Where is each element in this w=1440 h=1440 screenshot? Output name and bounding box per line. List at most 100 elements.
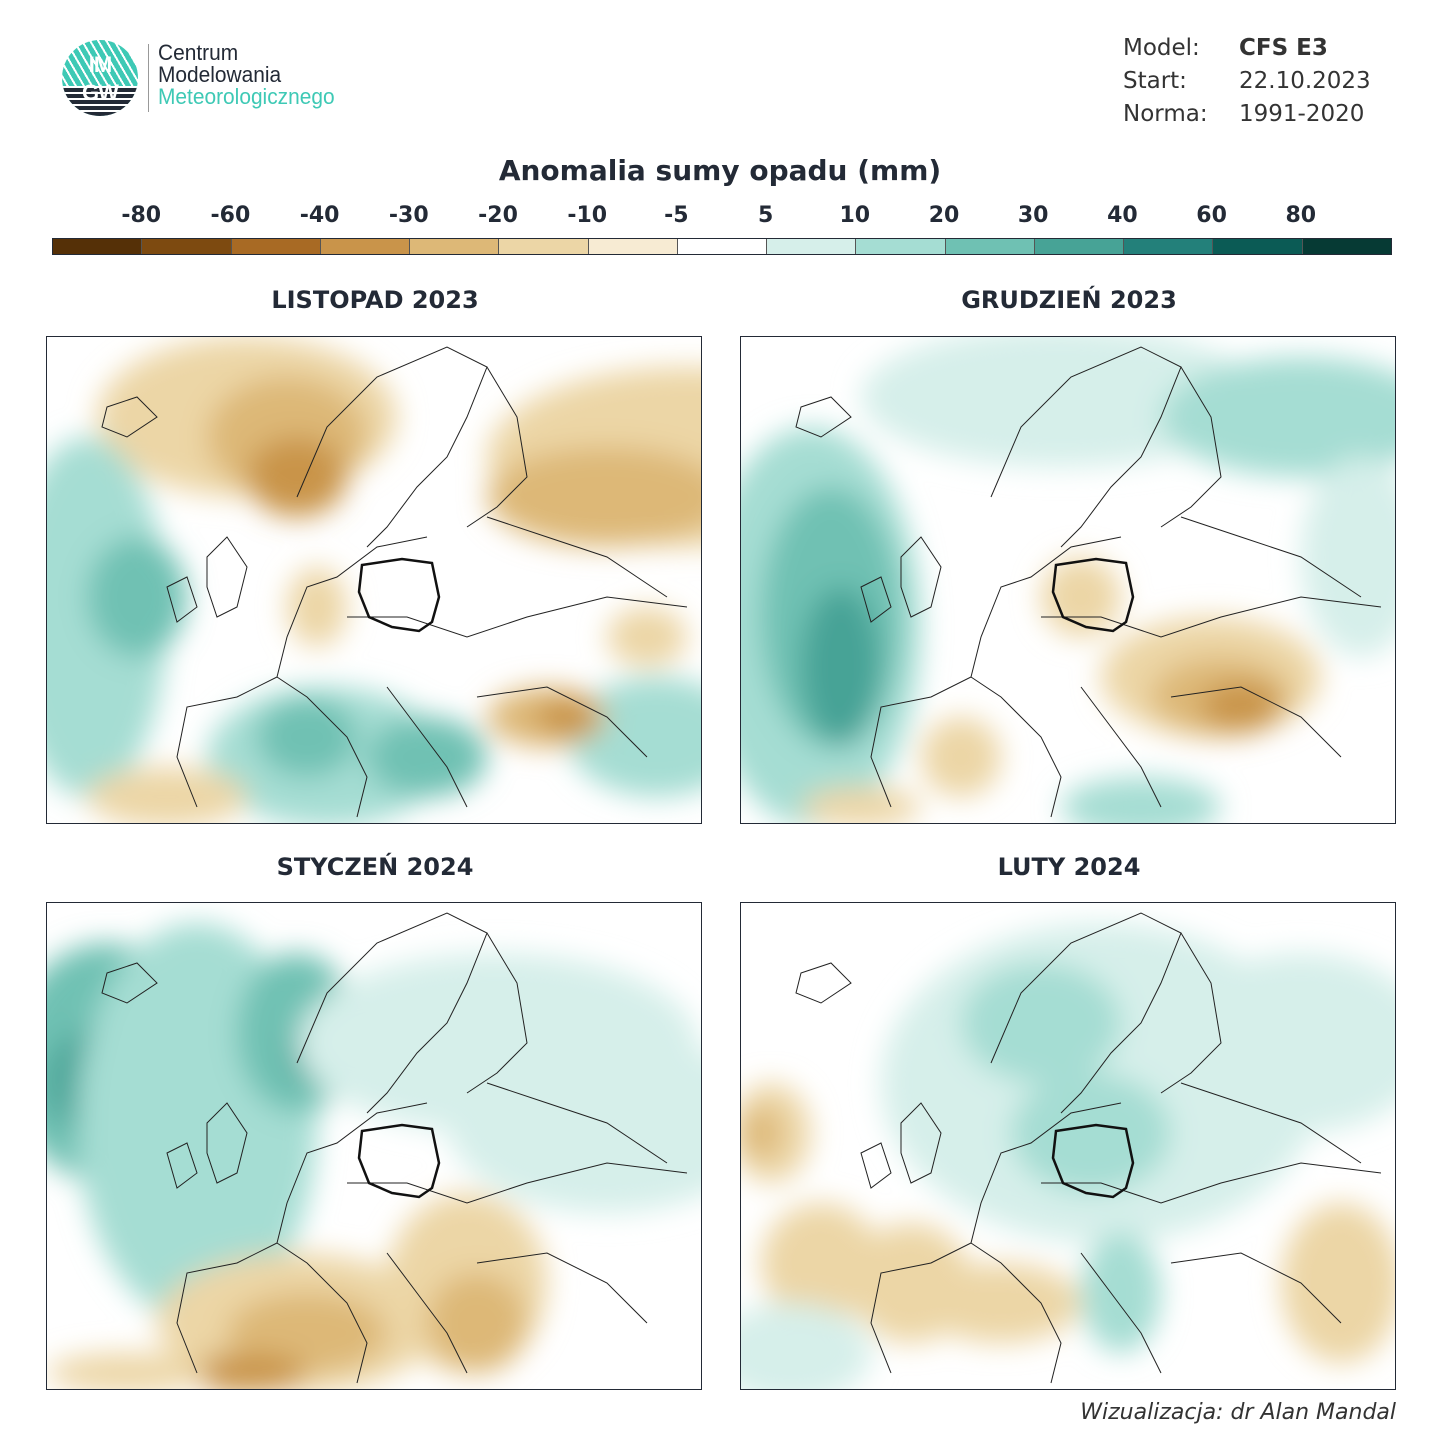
coastline-border bbox=[795, 396, 852, 438]
colorbar-tick-label: 60 bbox=[1196, 203, 1227, 228]
anomaly-area bbox=[87, 537, 187, 657]
colorbar-segment bbox=[1034, 239, 1125, 254]
anomaly-area bbox=[537, 697, 597, 737]
colorbar-tick-label: 40 bbox=[1107, 203, 1138, 228]
coastline-border bbox=[296, 912, 488, 1114]
colorbar-segment bbox=[320, 239, 411, 254]
anomaly-area bbox=[1061, 777, 1221, 823]
coastline-border bbox=[990, 912, 1182, 1114]
colorbar-segment bbox=[53, 239, 143, 254]
anomaly-area bbox=[247, 437, 347, 517]
model-label: Model: bbox=[1123, 35, 1200, 61]
coastline-border bbox=[166, 1142, 198, 1189]
anomaly-area bbox=[87, 767, 247, 823]
anomaly-area bbox=[1201, 682, 1281, 732]
coastline-border bbox=[206, 1102, 248, 1184]
anomaly-area bbox=[1171, 953, 1395, 1133]
panel-title-listopad: LISTOPAD 2023 bbox=[271, 286, 479, 314]
anomaly-area bbox=[1281, 1203, 1395, 1363]
poland-border bbox=[1051, 557, 1135, 633]
colorbar-segment bbox=[1213, 239, 1303, 254]
colorbar-title: Anomalia sumy opadu (mm) bbox=[498, 154, 942, 187]
coastline-border bbox=[276, 1242, 368, 1384]
coastline-border bbox=[276, 676, 368, 818]
colorbar-tick-label: 80 bbox=[1285, 203, 1317, 228]
logo-divider bbox=[148, 44, 149, 112]
anomaly-area bbox=[741, 1108, 781, 1158]
coastline-border bbox=[1080, 686, 1162, 808]
colorbar bbox=[52, 238, 1392, 255]
coastline-border bbox=[870, 536, 1122, 808]
colorbar-tick-label: 10 bbox=[839, 203, 871, 228]
coastline-border bbox=[1160, 366, 1222, 528]
coastline-border bbox=[466, 366, 528, 528]
coastline-border bbox=[1170, 1252, 1342, 1324]
colorbar-segment bbox=[945, 239, 1035, 254]
coastline-border bbox=[1160, 932, 1222, 1094]
coastline-border bbox=[1180, 516, 1362, 598]
coastline-border bbox=[1041, 596, 1382, 638]
anomaly-area bbox=[741, 1303, 871, 1389]
anomaly-area bbox=[367, 717, 487, 797]
colorbar-segment bbox=[231, 239, 321, 254]
norm-value: 1991-2020 bbox=[1239, 101, 1365, 127]
anomaly-area bbox=[227, 1293, 387, 1373]
coastline-border bbox=[860, 1142, 892, 1189]
anomaly-area bbox=[1161, 357, 1395, 477]
start-value: 22.10.2023 bbox=[1239, 68, 1371, 94]
coastline-border bbox=[1170, 686, 1342, 758]
colorbar-segment bbox=[588, 239, 678, 254]
credit: Wizualizacja: dr Alan Mandal bbox=[1080, 1400, 1396, 1425]
anomaly-area bbox=[861, 337, 1261, 467]
panel-title-luty: LUTY 2024 bbox=[997, 853, 1141, 881]
colorbar-segment bbox=[856, 239, 946, 254]
colorbar-segment bbox=[1302, 239, 1391, 254]
map-luty-2024 bbox=[740, 902, 1396, 1390]
colorbar-tick-label: -30 bbox=[388, 203, 429, 228]
anomaly-area bbox=[761, 1203, 881, 1323]
anomaly-area bbox=[801, 587, 881, 747]
logo-text: Centrum Modelowania Meteorologicznego bbox=[158, 42, 344, 108]
norm-label: Norma: bbox=[1123, 101, 1208, 127]
poland-border bbox=[1051, 1123, 1135, 1199]
anomaly-area bbox=[487, 447, 701, 547]
coastline-border bbox=[476, 1252, 648, 1324]
colorbar-segment bbox=[499, 239, 589, 254]
coastline-border bbox=[206, 536, 248, 618]
coastline-border bbox=[900, 536, 942, 618]
coastline-border bbox=[486, 1082, 668, 1164]
start-label: Start: bbox=[1123, 68, 1187, 94]
coastline-border bbox=[970, 1242, 1062, 1384]
colorbar-tick-label: -5 bbox=[664, 203, 689, 228]
coastline-border bbox=[101, 962, 158, 1004]
anomaly-area bbox=[961, 963, 1121, 1083]
coastline-border bbox=[1080, 1252, 1162, 1374]
map-listopad-2023 bbox=[46, 336, 702, 824]
map-styczen-2024 bbox=[46, 902, 702, 1390]
anomaly-area bbox=[921, 1263, 1081, 1343]
coastline-border bbox=[900, 1102, 942, 1184]
logo-mark-top: IM bbox=[88, 52, 112, 77]
colorbar-tick-label: -40 bbox=[299, 203, 340, 228]
coastline-border bbox=[176, 1102, 428, 1374]
coastline-border bbox=[990, 346, 1182, 548]
coastline-border bbox=[386, 1252, 468, 1374]
colorbar-tick-labels: -80 -60 -40 -30 -20 -10 -5 5 10 20 30 40 60 80 bbox=[0, 203, 1440, 233]
coastline-border bbox=[166, 576, 198, 623]
model-info: Model: CFS E3 Start: 22.10.2023 Norma: 1991… bbox=[1123, 32, 1371, 131]
coastline-border bbox=[347, 596, 688, 638]
colorbar-tick-label: -10 bbox=[567, 203, 608, 228]
logo-mark-bottom: GW bbox=[82, 80, 119, 105]
coastline-border bbox=[486, 516, 668, 598]
colorbar-segment bbox=[1124, 239, 1214, 254]
coastline-border bbox=[176, 536, 428, 808]
imgw-logo-mark: IM GW bbox=[62, 40, 138, 116]
anomaly-area bbox=[921, 717, 1001, 797]
coastline-border bbox=[347, 1162, 688, 1204]
anomaly-area bbox=[47, 1353, 207, 1389]
model-value: CFS E3 bbox=[1239, 35, 1328, 61]
colorbar-tick-label: -20 bbox=[478, 203, 518, 228]
anomaly-area bbox=[801, 787, 921, 823]
colorbar-tick-label: 30 bbox=[1017, 203, 1049, 228]
anomaly-area bbox=[1011, 1073, 1171, 1193]
